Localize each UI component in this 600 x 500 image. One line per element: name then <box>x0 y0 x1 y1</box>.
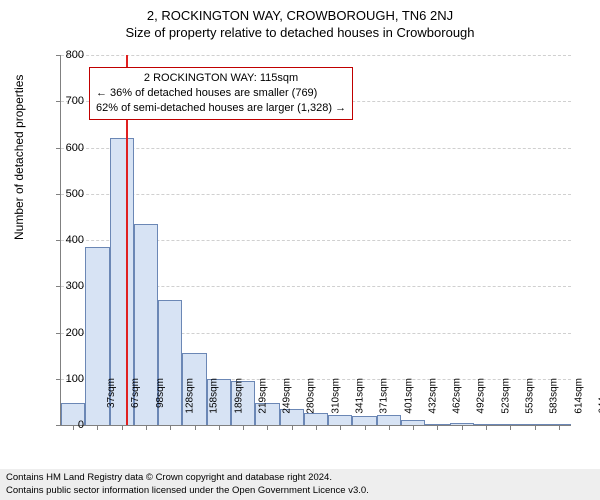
legend-line: 2 ROCKINGTON WAY: 115sqm <box>96 71 346 86</box>
xtick-label: 553sqm <box>525 378 536 414</box>
xtick-mark <box>340 425 341 430</box>
xtick-label: 37sqm <box>106 378 117 408</box>
histogram-plot: 2 ROCKINGTON WAY: 115sqm← 36% of detache… <box>60 55 571 426</box>
xtick-label: 341sqm <box>355 378 366 414</box>
xtick-mark <box>389 425 390 430</box>
legend-line: 62% of semi-detached houses are larger (… <box>96 101 346 116</box>
xtick-label: 462sqm <box>452 378 463 414</box>
ytick-label: 800 <box>44 49 84 61</box>
xtick-label: 401sqm <box>403 378 414 414</box>
xtick-mark <box>97 425 98 430</box>
footer-line-2: Contains public sector information licen… <box>6 485 594 497</box>
title-address: 2, ROCKINGTON WAY, CROWBOROUGH, TN6 2NJ <box>0 0 600 23</box>
xtick-mark <box>219 425 220 430</box>
grid-line <box>61 55 571 56</box>
xtick-label: 280sqm <box>306 378 317 414</box>
histogram-bar <box>328 415 352 425</box>
ytick-label: 600 <box>44 142 84 154</box>
legend-line: ← 36% of detached houses are smaller (76… <box>96 86 346 101</box>
xtick-mark <box>462 425 463 430</box>
xtick-label: 371sqm <box>379 378 390 414</box>
xtick-label: 310sqm <box>330 378 341 414</box>
chart-area: 2 ROCKINGTON WAY: 115sqm← 36% of detache… <box>60 55 570 425</box>
ytick-label: 700 <box>44 95 84 107</box>
xtick-mark <box>365 425 366 430</box>
xtick-label: 249sqm <box>282 378 293 414</box>
xtick-label: 523sqm <box>500 378 511 414</box>
xtick-mark <box>510 425 511 430</box>
histogram-bar <box>304 413 328 425</box>
xtick-mark <box>146 425 147 430</box>
xtick-label: 189sqm <box>233 378 244 414</box>
xtick-mark <box>559 425 560 430</box>
xtick-mark <box>413 425 414 430</box>
ytick-label: 300 <box>44 280 84 292</box>
xtick-mark <box>316 425 317 430</box>
histogram-bar <box>352 416 376 425</box>
xtick-label: 219sqm <box>257 378 268 414</box>
xtick-mark <box>170 425 171 430</box>
footer-attribution: Contains HM Land Registry data © Crown c… <box>0 469 600 500</box>
histogram-bar <box>377 415 401 425</box>
ytick-label: 0 <box>44 419 84 431</box>
xtick-mark <box>486 425 487 430</box>
property-info-box: 2 ROCKINGTON WAY: 115sqm← 36% of detache… <box>89 67 353 120</box>
ytick-label: 100 <box>44 373 84 385</box>
footer-line-1: Contains HM Land Registry data © Crown c… <box>6 472 594 484</box>
xtick-label: 432sqm <box>427 378 438 414</box>
xtick-label: 492sqm <box>476 378 487 414</box>
xtick-mark <box>535 425 536 430</box>
title-subtitle: Size of property relative to detached ho… <box>0 23 600 40</box>
xtick-label: 98sqm <box>155 378 166 408</box>
xtick-label: 583sqm <box>549 378 560 414</box>
xtick-mark <box>267 425 268 430</box>
ytick-label: 500 <box>44 188 84 200</box>
y-axis-label: Number of detached properties <box>12 75 26 240</box>
xtick-label: 67sqm <box>130 378 141 408</box>
grid-line <box>61 194 571 195</box>
xtick-label: 158sqm <box>209 378 220 414</box>
grid-line <box>61 148 571 149</box>
xtick-mark <box>122 425 123 430</box>
xtick-label: 128sqm <box>185 378 196 414</box>
xtick-mark <box>243 425 244 430</box>
ytick-label: 400 <box>44 234 84 246</box>
xtick-label: 614sqm <box>573 378 584 414</box>
xtick-mark <box>195 425 196 430</box>
ytick-label: 200 <box>44 327 84 339</box>
xtick-mark <box>437 425 438 430</box>
xtick-mark <box>292 425 293 430</box>
